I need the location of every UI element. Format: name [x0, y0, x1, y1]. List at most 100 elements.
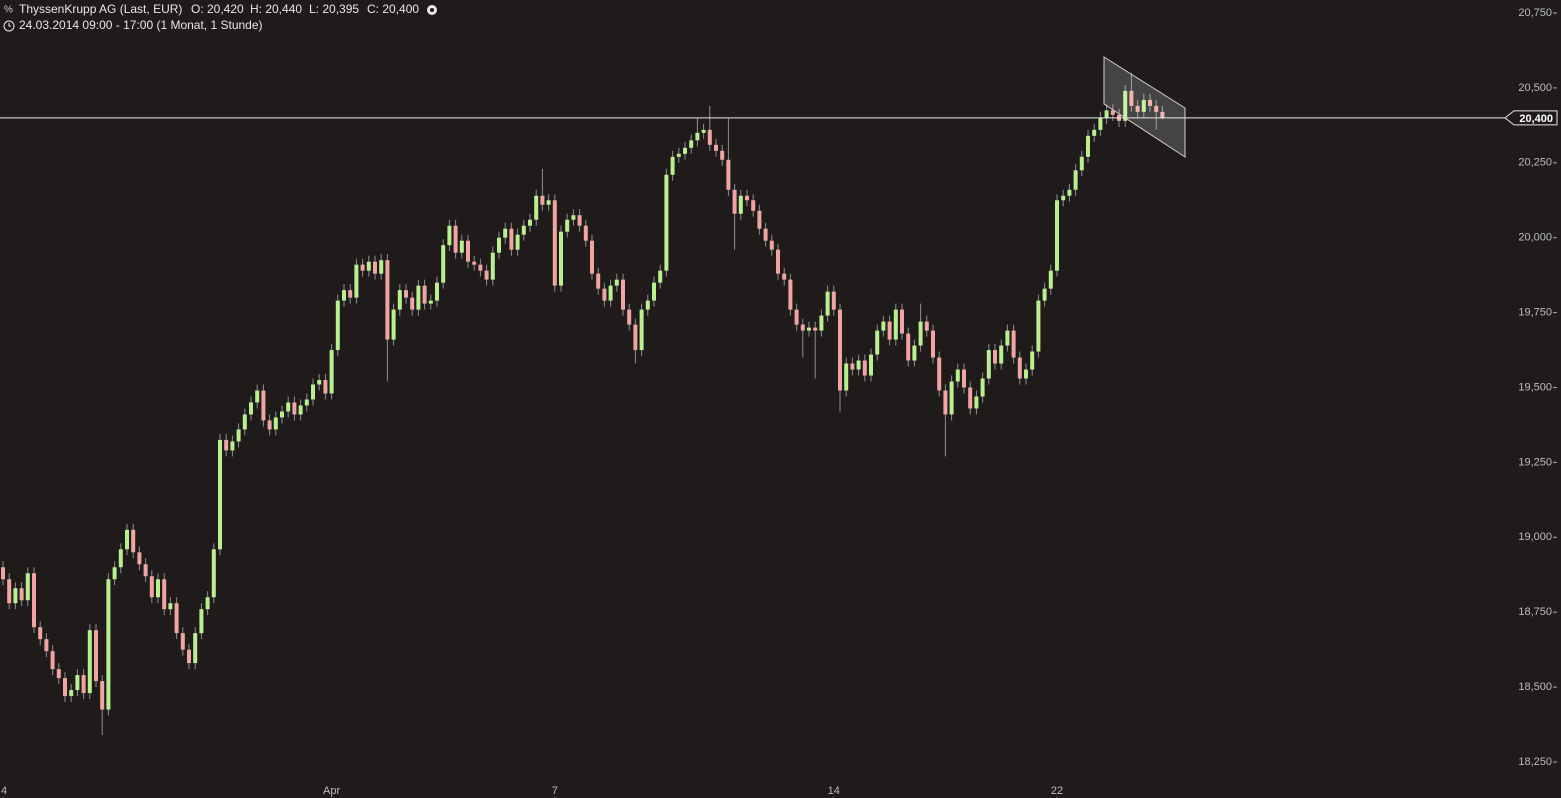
candle-body: [720, 150, 725, 160]
candle-body: [323, 380, 328, 394]
candle-body: [1017, 357, 1022, 379]
candle-body: [652, 282, 656, 301]
candle-body: [149, 576, 154, 598]
candle-body: [230, 441, 235, 451]
candle-body: [267, 420, 272, 430]
candle-body: [1092, 129, 1097, 136]
candle-body: [707, 129, 712, 145]
candle-body: [1129, 90, 1134, 106]
candle-body: [590, 240, 594, 274]
last-price-label: 20,400: [1519, 113, 1553, 125]
candle-body: [304, 399, 309, 406]
candle-body: [695, 132, 700, 141]
candle-body: [255, 390, 260, 403]
candle-body: [645, 300, 650, 310]
candle-body: [1110, 110, 1115, 115]
candle-body: [7, 579, 12, 604]
y-tick-label: 20,750: [1518, 7, 1552, 19]
candle-body: [602, 288, 607, 301]
x-tick-label: Apr: [323, 785, 340, 797]
candle-body: [540, 195, 545, 205]
channel-drawing: [1103, 56, 1186, 158]
candle-body: [342, 290, 346, 301]
candle-body: [25, 573, 30, 601]
candle-body: [1, 567, 5, 580]
candle-body: [156, 579, 160, 598]
candle-body: [1079, 156, 1084, 171]
candle-body: [1160, 111, 1165, 118]
axes: 18,250 18,500 18,750 19,000 19,250 19,500 19,7…: [1, 7, 1558, 798]
candle-body: [1086, 135, 1090, 157]
candle-body: [949, 381, 954, 415]
candle-body: [838, 309, 842, 391]
candle-body: [639, 309, 644, 351]
candle-body: [850, 363, 855, 370]
candle-body: [143, 564, 148, 577]
candle-body: [81, 675, 86, 694]
candle-body: [69, 690, 74, 697]
candle-body: [199, 609, 204, 634]
candle-body: [955, 369, 960, 382]
settings-icon-dot: [430, 8, 434, 12]
candle-body: [534, 195, 539, 220]
candle-body: [410, 297, 415, 310]
y-tick-label: 19,250: [1518, 456, 1552, 468]
candle-body: [974, 396, 979, 409]
candle-body: [1024, 369, 1028, 379]
candle-body: [676, 153, 681, 157]
y-tick-label: 18,500: [1518, 681, 1552, 693]
ohlc-low: L: 20,395: [309, 2, 359, 16]
candle-body: [906, 333, 911, 361]
candle-body: [404, 290, 408, 298]
candle-body: [100, 681, 105, 710]
candle-body: [794, 309, 799, 325]
candle-body: [180, 633, 185, 650]
candle-body: [1030, 351, 1035, 370]
candle-body: [317, 380, 322, 385]
candle-body: [56, 669, 61, 679]
candle-body: [931, 330, 935, 358]
candle-body: [1061, 195, 1066, 201]
candle-body: [664, 174, 669, 271]
y-tick-label: 19,000: [1518, 531, 1552, 543]
candle-body: [825, 291, 830, 316]
clock-hands: [8, 23, 11, 27]
candle-body: [1036, 300, 1041, 352]
candle-body: [50, 651, 55, 670]
candle-body: [571, 215, 576, 220]
candle-body: [174, 603, 179, 634]
candle-body: [385, 260, 390, 340]
candle-body: [1098, 117, 1103, 130]
candle-body: [273, 417, 278, 430]
candle-body: [298, 405, 303, 415]
candle-body: [1154, 105, 1159, 112]
candle-body: [242, 414, 247, 430]
candle-body: [614, 279, 619, 286]
candle-body: [776, 249, 780, 274]
candle-body: [1141, 99, 1146, 112]
candle-body: [94, 630, 98, 682]
candle-body: [360, 264, 365, 271]
candle-body: [813, 327, 818, 331]
x-tick-label: 14: [828, 785, 840, 797]
candle-body: [125, 529, 129, 550]
candle-body: [521, 225, 526, 235]
candle-body: [869, 354, 873, 376]
candle-body: [689, 140, 694, 148]
candle-body: [280, 411, 284, 418]
candle-body: [658, 270, 663, 283]
candle-body: [366, 261, 371, 271]
candle-body: [348, 290, 353, 298]
candle-body: [497, 237, 501, 253]
candle-body: [329, 350, 334, 394]
ohlc-open: O: 20,420: [191, 2, 244, 16]
candle-body: [552, 200, 557, 286]
candle-body: [261, 390, 266, 421]
candle-body: [788, 279, 793, 310]
candle-body: [1067, 189, 1072, 196]
candle-body: [447, 225, 452, 246]
candle-body: [924, 321, 929, 331]
candle-body: [391, 309, 396, 340]
candle-body: [807, 327, 811, 331]
candle-body: [441, 245, 446, 283]
